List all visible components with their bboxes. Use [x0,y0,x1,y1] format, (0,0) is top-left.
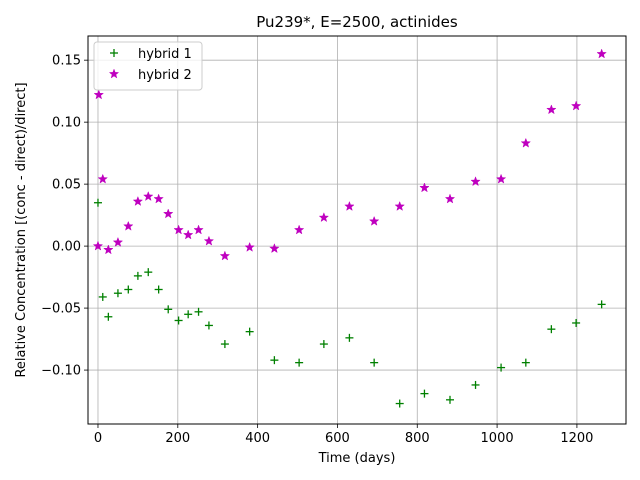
data-point [394,200,405,211]
data-point [368,215,380,226]
data-point [546,104,557,115]
data-point [570,100,582,111]
x-axis-label: Time (days) [318,451,396,466]
data-point [93,198,102,207]
data-point [470,176,481,187]
x-tick-label: 600 [325,431,350,446]
x-tick-label: 1200 [560,431,593,446]
data-point [521,358,530,367]
data-point [123,220,134,231]
legend-marker-hybrid-2 [108,68,120,79]
data-point [572,318,581,327]
data-point [520,137,532,148]
data-point [124,285,133,294]
data-point [219,250,231,261]
data-point [471,380,480,389]
data-point [270,356,279,365]
y-tick-label: 0.00 [52,240,81,255]
data-point [269,243,280,254]
data-point [319,340,328,349]
data-point [98,292,107,301]
data-point [133,271,142,280]
data-point [104,312,113,321]
data-point [244,241,255,252]
data-point [164,305,173,314]
data-point [132,195,144,206]
legend-plus-marker [110,49,118,57]
legend-marker-hybrid-1 [110,49,118,57]
data-point [547,325,556,334]
y-axis-label: Relative Concentration [(conc - direct)/… [14,82,29,377]
ticks: 0 200 400 600 800 1000 1200 −0.10 −0.05 0.00 0.05 0… [41,54,593,446]
x-tick-label: 200 [165,431,190,446]
legend-star-marker [108,68,120,79]
data-point [445,395,454,404]
data-point [497,363,506,372]
data-point [203,235,215,246]
x-tick-label: 800 [405,431,430,446]
data-point [113,289,122,298]
data-point [495,173,507,184]
y-tick-label: 0.15 [52,54,81,69]
data-point [245,327,254,336]
series-2 [92,48,607,261]
y-tick-label: 0.10 [52,116,81,131]
data-point [419,182,430,193]
data-point [93,89,105,100]
data-point [162,208,174,219]
data-point [184,310,193,319]
data-point [370,358,379,367]
axes-frame [87,35,627,425]
data-point [596,48,607,59]
data-point [97,173,109,184]
data-point [153,193,164,204]
x-tick-label: 400 [245,431,270,446]
data-point [144,268,153,277]
data-point [112,236,124,247]
legend-label-hybrid-2: hybrid 2 [138,68,192,83]
data-point [395,399,404,408]
plot-area [88,36,626,424]
y-tick-label: −0.10 [41,364,81,379]
data-point [220,340,229,349]
series-1 [93,198,606,408]
data-point [103,244,114,255]
data-point [154,285,163,294]
data-point [92,240,104,251]
data-point [344,200,355,211]
chart-title: Pu239*, E=2500, actinides [256,13,458,31]
legend: hybrid 1 hybrid 2 [93,41,203,91]
data-point [420,389,429,398]
data-point [345,333,354,342]
y-tick-label: −0.05 [41,302,81,317]
legend-label-hybrid-1: hybrid 1 [138,47,192,62]
x-tick-label: 1000 [481,431,514,446]
y-tick-label: 0.05 [52,178,81,193]
data-point [293,224,305,235]
data-point [193,224,204,235]
data-point [597,300,606,309]
data-point [318,212,330,223]
x-tick-label: 0 [94,431,102,446]
legend-box [93,41,203,91]
data-point [194,307,203,316]
data-layer [92,48,607,408]
data-point [143,191,154,201]
data-point [182,229,194,240]
data-point [174,316,183,325]
data-point [444,193,456,204]
data-point [204,321,213,330]
data-point [295,358,304,367]
data-point [173,224,184,235]
